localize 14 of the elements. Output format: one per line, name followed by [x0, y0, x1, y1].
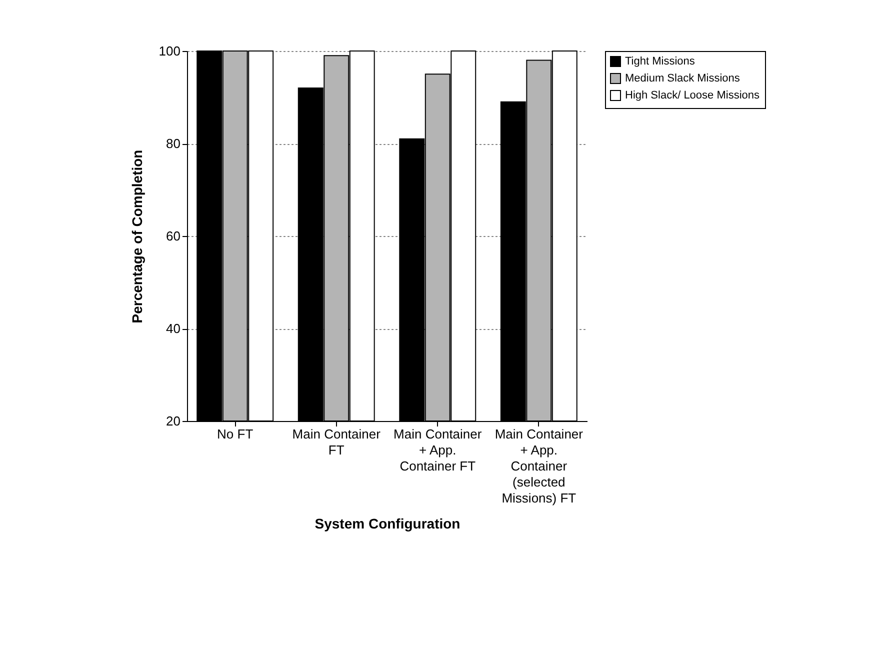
y-tick-label: 20 — [166, 414, 180, 428]
x-axis-title: System Configuration — [314, 516, 460, 532]
y-tick-label: 60 — [166, 228, 180, 244]
legend-label: Medium Slack Missions — [625, 72, 740, 84]
legend-label: Tight Missions — [625, 56, 696, 68]
y-tick-label: 80 — [166, 136, 180, 151]
y-axis-title: Percentage of Completion — [128, 150, 145, 324]
legend-label: High Slack/ Loose Missions — [625, 90, 760, 102]
y-tick-label: 100 — [158, 44, 180, 58]
x-tick-label: No FT — [217, 426, 254, 442]
x-tick-label: Main Container + App. Container FT — [394, 426, 482, 474]
x-tick-label: Main Container + App. Container (selected Missions) FT — [494, 426, 584, 506]
x-tick-label: Main Container FT — [292, 426, 382, 458]
y-tick-label: 40 — [166, 321, 180, 336]
